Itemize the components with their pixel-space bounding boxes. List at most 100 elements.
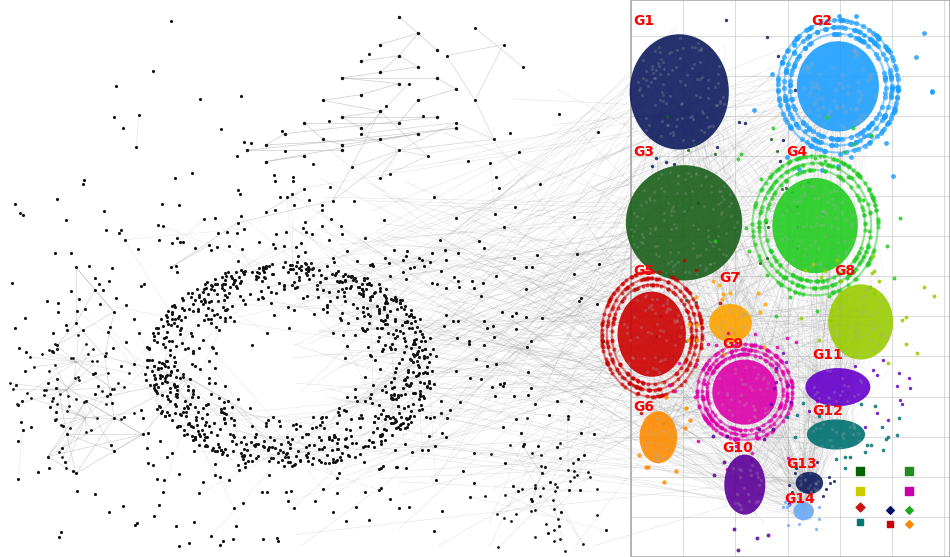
Point bbox=[831, 304, 846, 313]
Point bbox=[633, 408, 648, 417]
Point bbox=[237, 433, 252, 442]
Point bbox=[256, 293, 271, 302]
Point bbox=[558, 547, 573, 556]
Point bbox=[803, 166, 818, 175]
Point bbox=[474, 375, 489, 384]
Point bbox=[750, 434, 765, 443]
Point bbox=[866, 197, 882, 206]
Point bbox=[743, 345, 758, 354]
Point bbox=[813, 138, 828, 147]
Point bbox=[806, 260, 821, 269]
Point bbox=[221, 289, 237, 298]
Point bbox=[650, 281, 665, 290]
Point bbox=[826, 134, 841, 143]
Point bbox=[847, 275, 863, 284]
Point bbox=[524, 497, 540, 506]
Point bbox=[785, 382, 800, 390]
Point bbox=[331, 266, 346, 275]
Point bbox=[753, 476, 769, 485]
Point bbox=[775, 503, 790, 512]
Point bbox=[820, 392, 835, 401]
Point bbox=[781, 480, 796, 489]
Point bbox=[620, 370, 636, 379]
Point bbox=[666, 159, 681, 168]
Point bbox=[78, 304, 93, 313]
Point bbox=[293, 266, 308, 275]
Point bbox=[173, 238, 188, 247]
Point bbox=[788, 507, 803, 516]
Point bbox=[373, 439, 389, 448]
Point bbox=[256, 267, 271, 276]
Point bbox=[216, 448, 231, 457]
Point bbox=[679, 70, 694, 79]
Point bbox=[700, 339, 715, 348]
Point bbox=[58, 215, 73, 224]
Point bbox=[523, 336, 539, 345]
Point bbox=[732, 118, 747, 126]
Point bbox=[217, 286, 232, 295]
Point bbox=[809, 458, 825, 467]
Point bbox=[763, 416, 778, 424]
Point bbox=[751, 217, 767, 226]
Point bbox=[571, 455, 586, 463]
Point bbox=[211, 326, 226, 335]
Point bbox=[830, 238, 846, 247]
Point bbox=[172, 330, 187, 339]
Text: G3: G3 bbox=[634, 145, 655, 159]
Point bbox=[497, 514, 512, 522]
Point bbox=[295, 293, 311, 302]
Point bbox=[663, 129, 678, 138]
Point bbox=[852, 331, 867, 340]
Point bbox=[541, 528, 556, 537]
Point bbox=[792, 475, 808, 484]
Point bbox=[672, 358, 687, 367]
Point bbox=[319, 300, 334, 309]
Point bbox=[51, 308, 66, 317]
Point bbox=[823, 134, 838, 143]
Point bbox=[595, 340, 610, 349]
Point bbox=[689, 326, 704, 335]
Point bbox=[890, 86, 905, 95]
Point bbox=[422, 413, 437, 422]
Point bbox=[192, 489, 207, 498]
Point bbox=[384, 377, 399, 386]
Point bbox=[835, 386, 850, 395]
Point bbox=[848, 12, 864, 21]
Point bbox=[835, 346, 850, 355]
Point bbox=[433, 409, 448, 418]
Point bbox=[314, 458, 329, 467]
Point bbox=[712, 360, 727, 369]
Point bbox=[394, 303, 409, 312]
Point bbox=[797, 190, 812, 199]
Point bbox=[714, 400, 730, 409]
Point bbox=[668, 387, 683, 395]
Point bbox=[606, 289, 621, 298]
Point bbox=[684, 330, 699, 339]
Point bbox=[798, 507, 813, 516]
Point bbox=[728, 434, 743, 443]
Point bbox=[320, 451, 335, 460]
Point bbox=[196, 214, 211, 223]
Point bbox=[888, 99, 903, 108]
Point bbox=[420, 362, 435, 371]
Point bbox=[414, 255, 429, 264]
Point bbox=[195, 404, 210, 413]
Point bbox=[407, 338, 422, 346]
Point bbox=[688, 343, 703, 351]
Point bbox=[196, 294, 211, 303]
Point bbox=[343, 425, 358, 434]
Point bbox=[681, 267, 696, 276]
Point bbox=[679, 354, 694, 363]
Point bbox=[666, 315, 681, 324]
Point bbox=[595, 321, 610, 330]
Point bbox=[209, 447, 224, 456]
Point bbox=[497, 379, 512, 388]
Point bbox=[843, 241, 858, 250]
Point bbox=[152, 401, 167, 410]
Point bbox=[722, 190, 737, 199]
Point bbox=[347, 197, 362, 206]
Point bbox=[145, 66, 161, 75]
Point bbox=[381, 412, 396, 421]
Point bbox=[762, 359, 777, 368]
Point bbox=[200, 290, 216, 299]
